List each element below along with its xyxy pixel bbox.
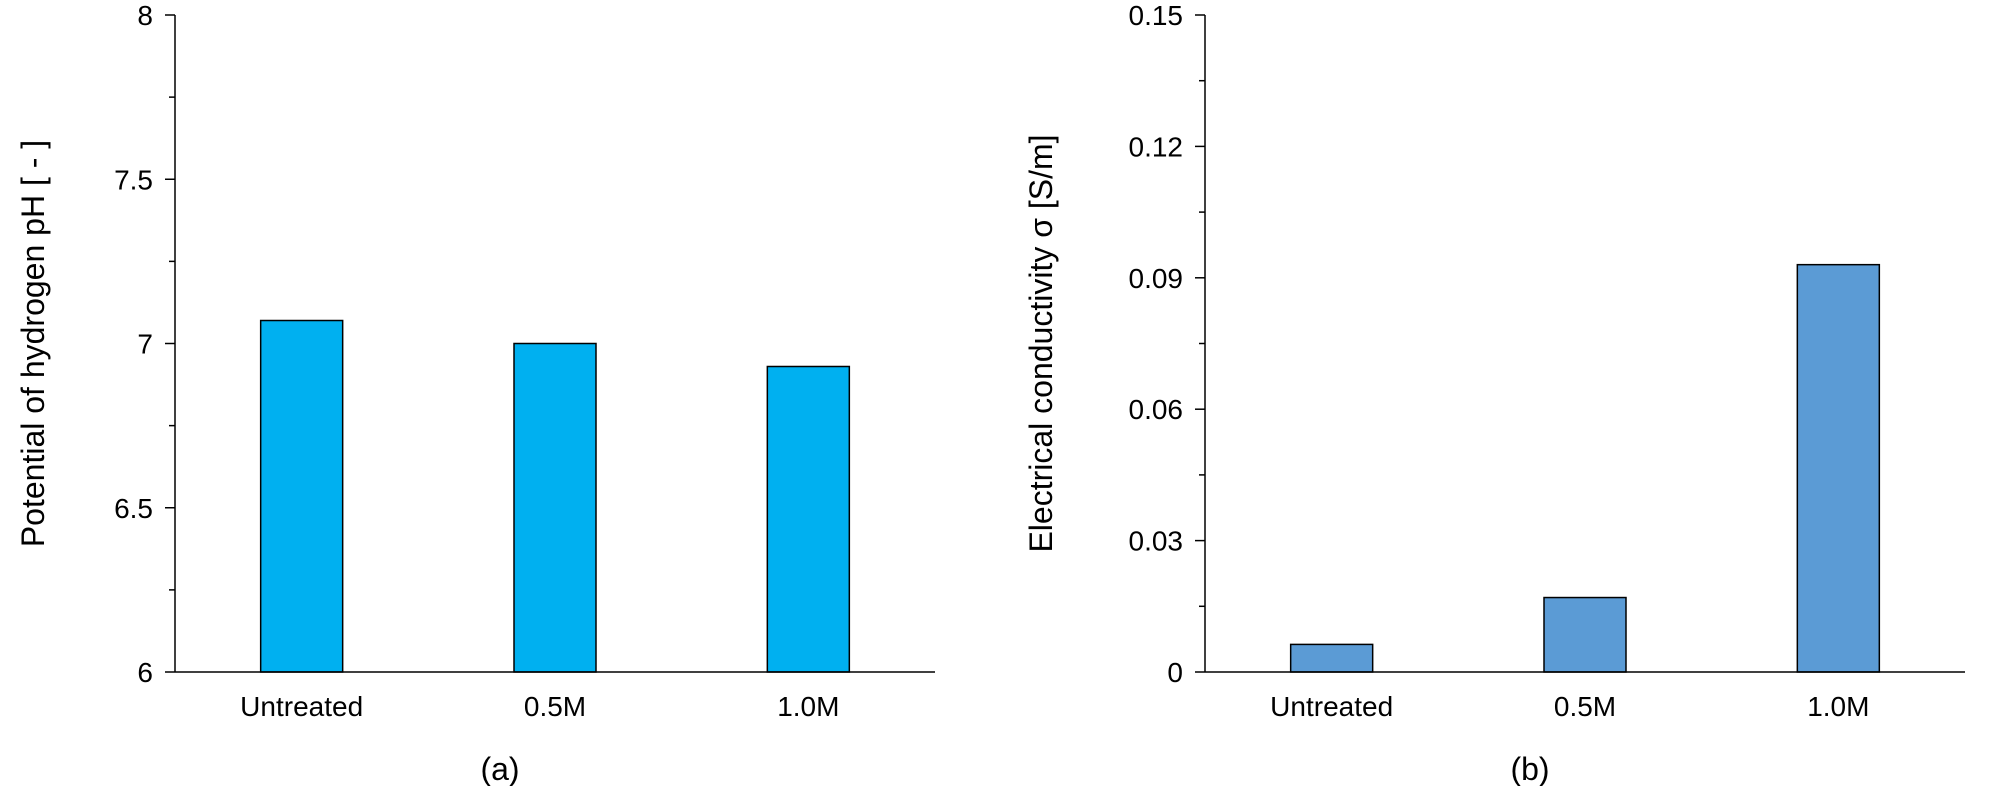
y-tick-label: 6	[137, 657, 153, 688]
y-tick-label: 0	[1167, 657, 1183, 688]
y-axis-title: Electrical conductivity σ [S/m]	[1023, 134, 1059, 552]
panel-label: (a)	[480, 751, 519, 786]
y-tick-label: 7	[137, 329, 153, 360]
y-tick-label: 0.15	[1129, 0, 1184, 31]
chart-panel-b: 0 0.03 0.06 0.09 0.12 0.15 Untreated 0.5M 1.0M El…	[1023, 0, 1965, 786]
x-tick-label: 1.0M	[777, 691, 839, 722]
bar-1-0m	[1796, 263, 1881, 673]
bar-0-5m	[1543, 596, 1627, 673]
bar-0-5m	[513, 342, 597, 673]
x-tick-label: 0.5M	[524, 691, 586, 722]
y-tick-label: 0.09	[1129, 263, 1184, 294]
bar-untreated	[259, 319, 344, 673]
x-tick-label: Untreated	[240, 691, 363, 722]
y-tick-label: 0.06	[1129, 394, 1184, 425]
bar-1-0m	[766, 365, 851, 673]
y-tick-label: 0.03	[1129, 526, 1184, 557]
y-tick-label: 0.12	[1129, 131, 1184, 162]
x-tick-label: 1.0M	[1807, 691, 1869, 722]
x-tick-label: 0.5M	[1554, 691, 1616, 722]
bar-untreated	[1289, 643, 1374, 673]
x-tick-label: Untreated	[1270, 691, 1393, 722]
panel-label: (b)	[1510, 751, 1549, 786]
y-tick-label: 6.5	[114, 493, 153, 524]
y-axis-title: Potential of hydrogen pH [ - ]	[15, 140, 51, 547]
y-tick-label: 7.5	[114, 164, 153, 195]
chart-panel-a: 6 6.5 7 7.5 8 Untreated 0.5M 1.0M Potential of h…	[15, 0, 935, 786]
y-tick-label: 8	[137, 0, 153, 31]
